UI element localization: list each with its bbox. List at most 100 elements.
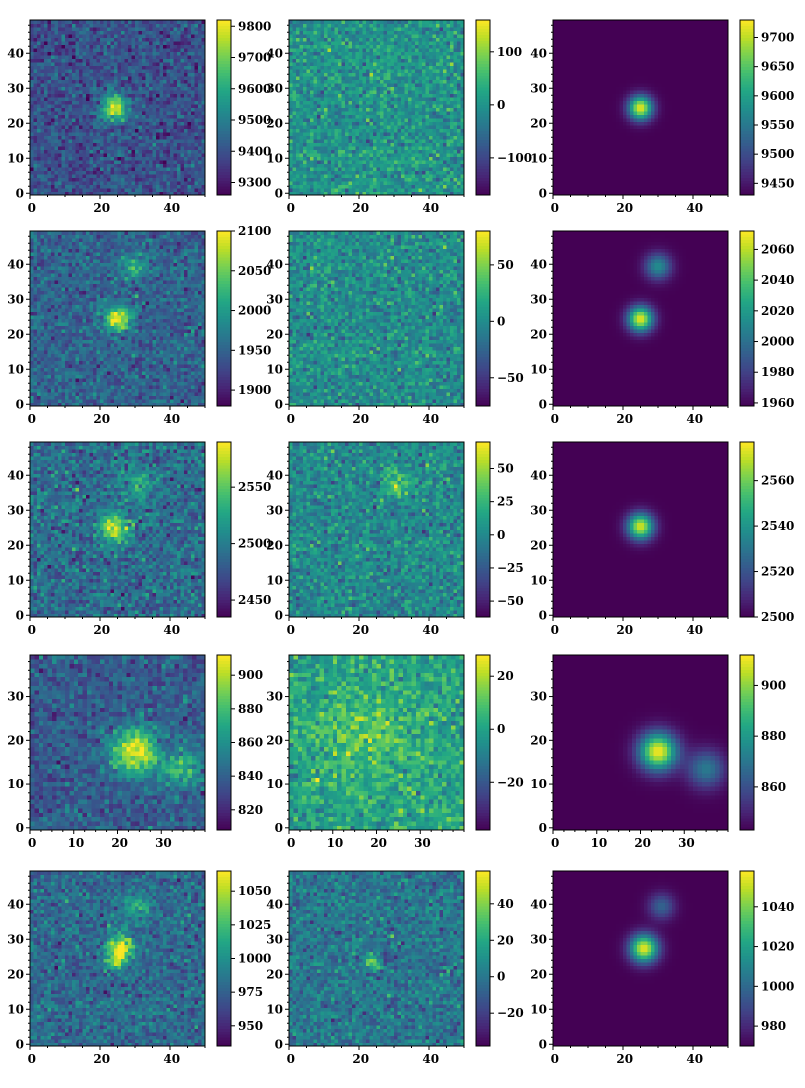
pixel <box>181 80 185 84</box>
pixel <box>170 150 174 154</box>
pixel <box>62 108 66 112</box>
pixel <box>48 115 52 119</box>
pixel <box>184 118 188 122</box>
pixel <box>146 164 150 168</box>
pixel <box>72 146 76 150</box>
pixel <box>65 146 69 150</box>
pixel <box>114 136 118 140</box>
colorbar-segment <box>217 35 231 38</box>
pixel <box>107 20 111 24</box>
pixel <box>107 108 111 112</box>
pixel <box>293 178 297 182</box>
pixel <box>132 111 136 115</box>
pixel <box>37 62 41 66</box>
pixel <box>174 136 178 140</box>
pixel <box>107 101 111 105</box>
pixel <box>118 20 122 24</box>
pixel <box>114 41 118 45</box>
pixel <box>48 97 52 101</box>
pixel <box>118 178 122 182</box>
pixel <box>114 129 118 133</box>
colorbar-segment <box>217 175 231 178</box>
pixel <box>65 62 69 66</box>
pixel <box>370 188 374 192</box>
pixel <box>184 111 188 115</box>
pixel <box>139 146 143 150</box>
colorbar-segment <box>217 110 231 113</box>
pixel <box>135 139 139 143</box>
pixel <box>188 83 192 87</box>
pixel <box>100 188 104 192</box>
pixel <box>104 76 108 80</box>
pixel <box>191 87 195 91</box>
pixel <box>377 181 381 185</box>
pixel <box>100 66 104 70</box>
pixel <box>69 90 73 94</box>
pixel <box>125 45 129 49</box>
pixel <box>114 115 118 119</box>
pixel <box>149 90 153 94</box>
pixel <box>156 34 160 38</box>
pixel <box>44 66 48 70</box>
pixel <box>163 76 167 80</box>
pixel <box>111 104 115 108</box>
pixel <box>58 38 62 42</box>
pixel <box>156 174 160 178</box>
pixel <box>156 178 160 182</box>
pixel <box>44 164 48 168</box>
pixel <box>86 45 90 49</box>
pixel <box>93 129 97 133</box>
pixel <box>86 174 90 178</box>
pixel <box>107 45 111 49</box>
pixel <box>111 38 115 42</box>
pixel <box>107 87 111 91</box>
pixel <box>149 20 153 24</box>
pixel <box>97 157 101 161</box>
pixel <box>83 188 87 192</box>
pixel <box>121 73 125 77</box>
pixel <box>139 27 143 31</box>
pixel <box>170 20 174 24</box>
colorbar-segment <box>217 163 231 166</box>
colorbar-segment <box>217 169 231 172</box>
pixel <box>55 38 59 42</box>
pixel <box>76 111 80 115</box>
pixel <box>111 24 115 28</box>
pixel <box>135 34 139 38</box>
pixel <box>135 66 139 70</box>
pixel <box>146 125 150 129</box>
pixel <box>135 45 139 49</box>
pixel <box>93 27 97 31</box>
pixel <box>100 76 104 80</box>
pixel <box>121 87 125 91</box>
pixel <box>93 181 97 185</box>
pixel <box>177 34 181 38</box>
pixel <box>184 62 188 66</box>
pixel <box>349 181 353 185</box>
pixel <box>149 80 153 84</box>
pixel <box>79 90 83 94</box>
pixel <box>37 90 41 94</box>
pixel <box>188 143 192 147</box>
pixel <box>198 80 202 84</box>
pixel <box>100 48 104 52</box>
pixel <box>86 55 90 59</box>
pixel <box>65 160 69 164</box>
pixel <box>359 188 363 192</box>
pixel <box>121 143 125 147</box>
pixel <box>93 118 97 122</box>
pixel <box>195 171 199 175</box>
pixel <box>132 157 136 161</box>
pixel <box>114 157 118 161</box>
pixel <box>142 164 146 168</box>
pixel <box>100 132 104 136</box>
pixel <box>146 83 150 87</box>
pixel <box>188 167 192 171</box>
pixel <box>41 34 45 38</box>
pixel <box>149 45 153 49</box>
pixel <box>41 111 45 115</box>
pixel <box>139 178 143 182</box>
pixel <box>79 80 83 84</box>
pixel <box>118 34 122 38</box>
pixel <box>170 101 174 105</box>
